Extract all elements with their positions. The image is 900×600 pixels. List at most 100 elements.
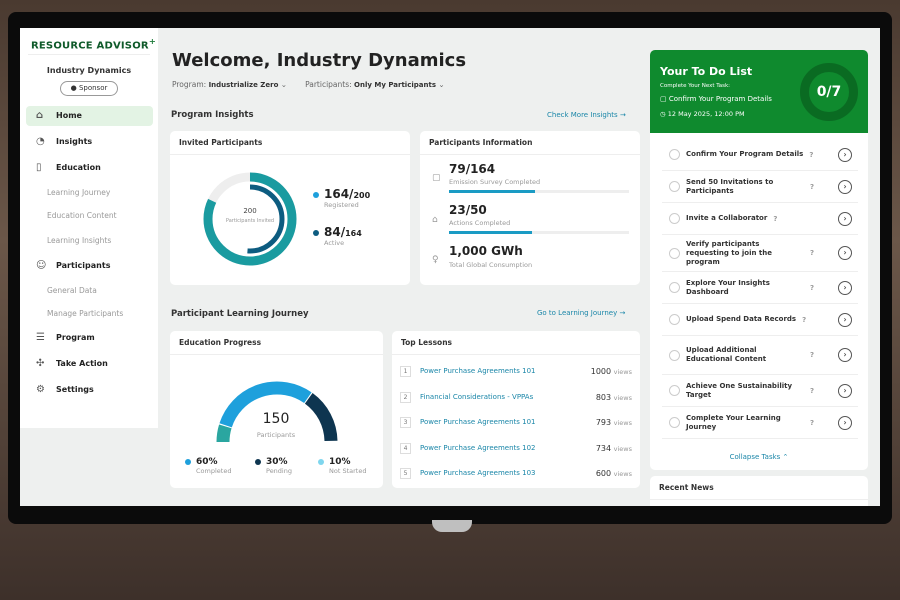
sidebar-item-learning-journey[interactable]: Learning Journey	[47, 188, 111, 197]
lesson-title-link[interactable]: Power Purchase Agreements 102	[420, 443, 536, 452]
lesson-title-link[interactable]: Power Purchase Agreements 103	[420, 469, 536, 477]
views-count: 793	[595, 418, 612, 427]
lesson-title-link[interactable]: Power Purchase Agreements 101	[420, 367, 536, 375]
chevron-right-circle-icon[interactable]: ›	[838, 179, 852, 194]
link-text: Check More Insights	[547, 111, 618, 119]
next-task[interactable]: ▢ Confirm Your Program Details	[660, 95, 772, 103]
chevron-right-circle-icon[interactable]: ›	[838, 147, 852, 162]
info-icon[interactable]: ?	[810, 182, 815, 191]
task-checkbox[interactable]	[669, 385, 680, 396]
views-count: 600	[595, 469, 612, 478]
lesson-title-link[interactable]: Power Purchase Agreements 101	[420, 418, 536, 426]
views-count: 734	[595, 443, 612, 453]
sidebar-item-take-action[interactable]: ✣ Take Action	[26, 354, 153, 374]
lesson-title-link[interactable]: Financial Considerations - VPPAs	[420, 392, 534, 401]
task-icon: ▢	[660, 95, 667, 103]
chevron-right-circle-icon[interactable]: ›	[838, 312, 852, 327]
sidebar-item-manage-participants[interactable]: Manage Participants	[47, 309, 124, 318]
task-checkbox[interactable]	[669, 181, 680, 192]
actions-label: Actions Completed	[449, 219, 511, 227]
todo-task[interactable]: Complete Your Learning Journey? ›	[662, 407, 858, 439]
survey-progress-bar	[449, 190, 629, 193]
chevron-right-circle-icon[interactable]: ›	[838, 348, 852, 362]
chevron-right-circle-icon[interactable]: ›	[838, 280, 852, 295]
legend-dot	[185, 458, 191, 465]
task-checkbox[interactable]	[669, 314, 680, 325]
info-icon[interactable]: ?	[802, 315, 807, 324]
gauge-value: 150	[262, 411, 290, 427]
sidebar-item-learning-insights[interactable]: Learning Insights	[47, 236, 112, 245]
legend-value: 30%	[266, 457, 288, 467]
todo-task[interactable]: Invite a Collaborator? ›	[662, 203, 858, 235]
sidebar: RESOURCE ADVISOR+ Industry Dynamics ● Sp…	[20, 28, 158, 428]
go-to-learning-journey-link[interactable]: Go to Learning Journey →	[537, 309, 625, 317]
chevron-right-circle-icon[interactable]: ›	[838, 415, 852, 430]
sidebar-item-program[interactable]: ☰ Program	[26, 328, 153, 348]
info-icon[interactable]: ?	[809, 150, 814, 159]
lesson-rank: 2	[400, 391, 411, 403]
check-more-insights-link[interactable]: Check More Insights →	[547, 111, 626, 119]
todo-task[interactable]: Upload Additional Educational Content? ›	[662, 336, 858, 375]
gauge-segment-completed	[219, 381, 312, 428]
program-insights-heading: Program Insights	[171, 110, 254, 120]
lesson-row[interactable]: 4 Power Purchase Agreements 102 734 views	[400, 436, 632, 461]
task-checkbox[interactable]	[669, 213, 680, 224]
todo-list: Confirm Your Program Details? › Send 50 In…	[650, 133, 868, 470]
education-gauge	[216, 381, 338, 443]
participants-filter[interactable]: Participants: Only My Participants ⌄	[305, 80, 445, 89]
info-icon[interactable]: ?	[810, 283, 815, 292]
logo[interactable]: RESOURCE ADVISOR+	[31, 36, 156, 51]
task-checkbox[interactable]	[669, 149, 680, 160]
legend-label: Completed	[196, 467, 232, 475]
progress-fill	[449, 231, 532, 234]
list-icon: ☰	[36, 332, 45, 343]
sidebar-item-education-content[interactable]: Education Content	[47, 211, 117, 220]
registered-label: Registered	[324, 201, 359, 209]
collapse-tasks-button[interactable]: Collapse Tasks ⌃	[650, 453, 868, 461]
program-value: Industrialize Zero	[208, 81, 279, 89]
info-icon[interactable]: ?	[810, 249, 815, 257]
sidebar-item-general-data[interactable]: General Data	[47, 286, 97, 295]
task-checkbox[interactable]	[669, 247, 680, 259]
task-label: Upload Spend Data Records	[686, 315, 797, 323]
active-stat: 84/164 Active	[313, 225, 362, 247]
registered-total: 200	[353, 191, 371, 200]
home-icon: ⌂	[36, 110, 44, 121]
task-checkbox[interactable]	[669, 417, 680, 428]
chevron-right-circle-icon[interactable]: ›	[838, 211, 852, 226]
lesson-row[interactable]: 3 Power Purchase Agreements 101 793 views	[400, 410, 632, 435]
registered-arc	[203, 172, 297, 266]
legend-not-started: 10% Not Started	[318, 457, 366, 475]
chevron-right-circle-icon[interactable]: ›	[838, 383, 852, 398]
chevron-right-circle-icon[interactable]: ›	[838, 246, 852, 260]
todo-task[interactable]: Upload Spend Data Records? ›	[662, 304, 858, 336]
info-icon[interactable]: ?	[810, 418, 815, 427]
task-checkbox[interactable]	[669, 349, 680, 361]
sidebar-item-participants[interactable]: ☺ Participants	[26, 256, 153, 276]
gauge-label: Participants	[256, 431, 296, 439]
todo-task[interactable]: Verify participants requesting to join t…	[662, 235, 858, 272]
info-icon[interactable]: ?	[810, 351, 815, 359]
task-label: Upload Additional Educational Content	[686, 346, 767, 363]
lesson-row[interactable]: 5 Power Purchase Agreements 103 600 views	[400, 461, 632, 486]
todo-task[interactable]: Achieve One Sustainability Target? ›	[662, 375, 858, 407]
sidebar-item-home[interactable]: ⌂ Home	[26, 106, 153, 126]
sidebar-item-settings[interactable]: ⚙ Settings	[26, 380, 153, 400]
org-name: Industry Dynamics	[46, 66, 132, 75]
info-icon[interactable]: ?	[773, 214, 778, 223]
sidebar-item-insights[interactable]: ◔ Insights	[26, 132, 153, 152]
todo-task[interactable]: Confirm Your Program Details? ›	[662, 139, 858, 171]
lesson-row[interactable]: 1 Power Purchase Agreements 101 1000 views	[400, 359, 632, 384]
task-checkbox[interactable]	[669, 282, 680, 293]
lesson-row[interactable]: 2 Financial Considerations - VPPAs 803 vie…	[400, 385, 632, 410]
participants-information-card: Participants Information ▢ 79/164 Emissi…	[420, 131, 640, 285]
todo-task[interactable]: Send 50 Invitations to Participants? ›	[662, 171, 858, 203]
card-title: Recent News	[650, 476, 868, 500]
info-icon[interactable]: ?	[810, 386, 815, 395]
clock-icon: ◷	[660, 110, 666, 118]
program-filter[interactable]: Program: Industrialize Zero ⌄	[172, 80, 287, 89]
role-badge: ● Sponsor	[60, 81, 118, 96]
todo-task[interactable]: Explore Your Insights Dashboard? ›	[662, 272, 858, 304]
actions-progress-bar	[449, 231, 629, 234]
sidebar-item-education[interactable]: ▯ Education	[26, 158, 153, 178]
